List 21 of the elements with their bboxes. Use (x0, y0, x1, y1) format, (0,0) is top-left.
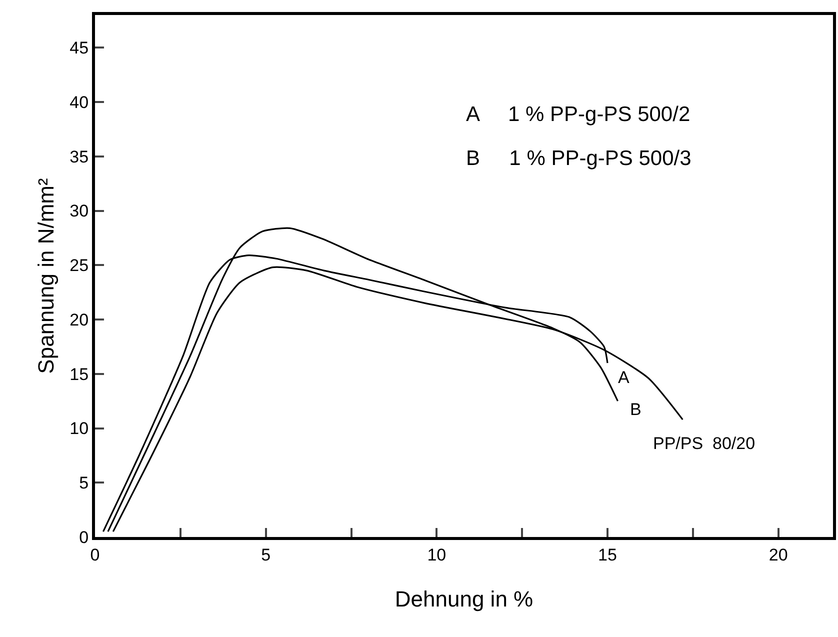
series-label: A (618, 368, 630, 387)
y-tick-label: 25 (70, 256, 89, 276)
x-tick-label: 15 (598, 545, 617, 564)
y-axis-title: Spannung in N/mm² (33, 178, 58, 374)
series-label: B (630, 400, 642, 419)
x-tick-label: 20 (768, 545, 788, 564)
y-tick-label: 45 (70, 38, 89, 58)
y-tick-label: 30 (70, 202, 89, 221)
y-tick-label: 0 (79, 528, 89, 547)
x-tick-label: 5 (261, 545, 271, 564)
annotation: B 1 % PP-g-PS 500/3 (466, 147, 692, 170)
x-axis-title: Dehnung in % (394, 586, 534, 612)
y-tick-label: 15 (70, 364, 89, 384)
y-tick-label: 40 (70, 92, 89, 112)
y-tick-label: 5 (79, 474, 89, 493)
series-label: PP/PS 80/20 (653, 434, 756, 453)
y-tick-label: 20 (70, 310, 89, 330)
y-tick-label: 35 (70, 147, 89, 166)
x-tick-label: 10 (427, 545, 446, 564)
annotation: A 1 % PP-g-PS 500/2 (466, 103, 690, 126)
y-tick-label: 10 (70, 419, 89, 438)
